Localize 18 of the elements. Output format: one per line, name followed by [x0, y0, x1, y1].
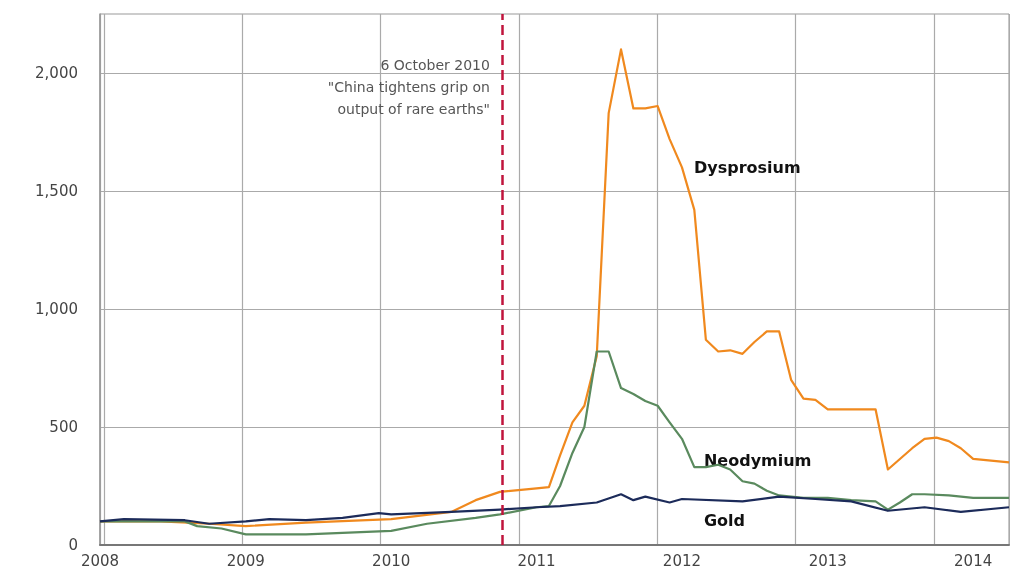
x-tick-label: 2009 — [226, 551, 265, 570]
series-label: Gold — [703, 511, 746, 531]
x-tick-label: 2011 — [517, 551, 556, 570]
ref-line-label: 6 October 2010 "China tightens grip on output of rare earths" — [327, 57, 490, 117]
y-tick-label: 1,000 — [35, 300, 78, 318]
series-label: Dysprosium — [693, 157, 801, 177]
y-tick-label: 2,000 — [35, 64, 78, 82]
x-tick-label: 2013 — [808, 551, 847, 570]
x-tick-label: 2012 — [662, 551, 702, 570]
series-label: Neodymium — [703, 451, 812, 471]
x-tick-label: 2010 — [372, 551, 411, 570]
y-tick-label: 1,500 — [35, 182, 78, 200]
line-series — [98, 493, 1010, 525]
y-tick-label: 0 — [68, 536, 78, 554]
x-tick-label: 2008 — [80, 551, 120, 570]
line-series — [98, 350, 1010, 536]
x-tick-label: 2014 — [954, 551, 993, 570]
y-tick-label: 500 — [49, 418, 78, 436]
